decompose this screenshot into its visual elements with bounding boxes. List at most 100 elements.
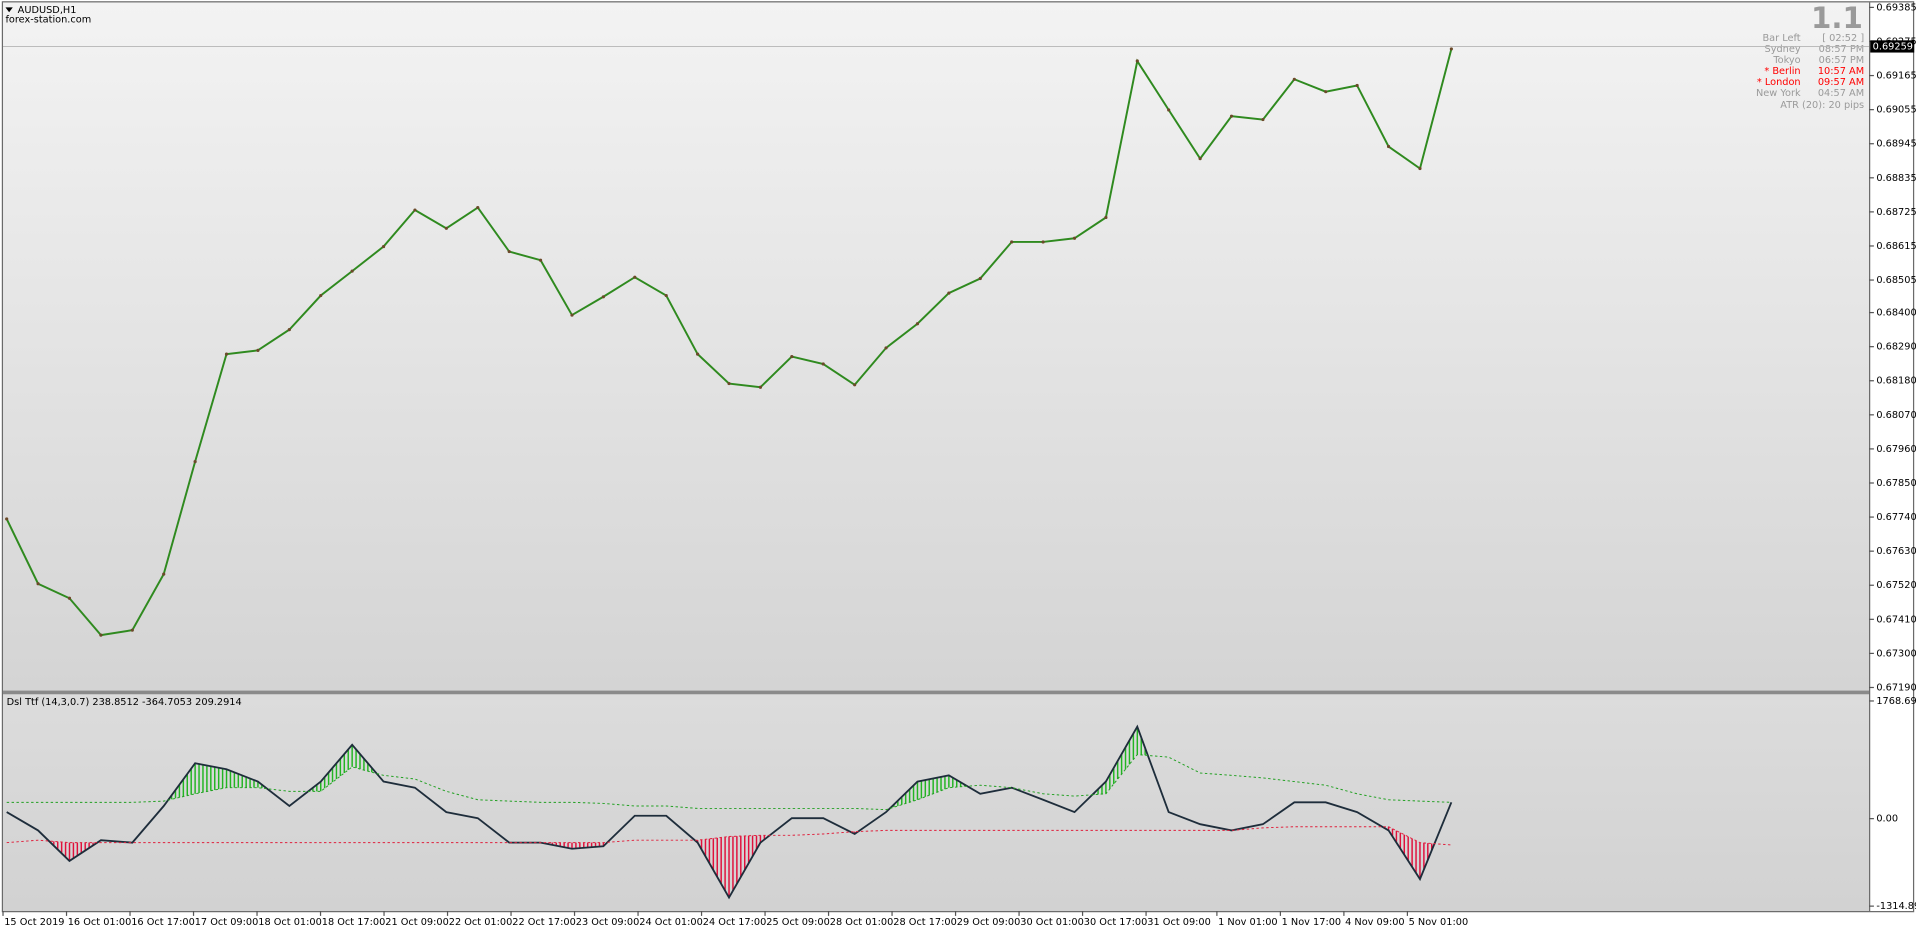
price-point	[570, 313, 574, 317]
time-label: 18 Oct 17:00	[322, 917, 386, 928]
info-label: Tokyo	[1772, 55, 1800, 66]
time-label: 24 Oct 17:00	[703, 917, 767, 928]
indicator-tick-label: 1768.6997	[1876, 696, 1916, 707]
price-point	[727, 381, 731, 386]
time-label: 23 Oct 09:00	[576, 917, 640, 928]
indicator-tick-label: 0.00	[1876, 814, 1898, 825]
price-point	[130, 628, 134, 632]
price-point	[1010, 240, 1014, 244]
indicator-line	[6, 724, 1453, 900]
time-label: 22 Oct 01:00	[449, 917, 513, 928]
price-point	[1167, 108, 1171, 112]
price-tick-label: 0.68945	[1876, 139, 1916, 150]
price-point	[1135, 59, 1139, 63]
price-point	[1198, 157, 1202, 161]
price-point	[507, 249, 511, 254]
price-point	[884, 346, 888, 350]
price-tick-label: 0.68505	[1876, 275, 1916, 286]
price-point	[162, 572, 166, 576]
price-point	[67, 596, 72, 600]
price-point	[1355, 83, 1359, 88]
time-label: 30 Oct 01:00	[1020, 917, 1084, 928]
time-label: 30 Oct 17:00	[1084, 917, 1148, 928]
price-point	[381, 245, 386, 249]
price-point	[696, 352, 700, 356]
time-label: 28 Oct 01:00	[830, 917, 894, 928]
info-label: New York	[1756, 88, 1801, 99]
price-point	[5, 517, 9, 521]
signal-line	[6, 754, 1452, 811]
price-point	[287, 328, 291, 332]
price-point	[1418, 166, 1422, 171]
signal-line	[6, 826, 1452, 846]
info-label: Bar Left	[1763, 33, 1801, 44]
main-panel	[3, 2, 1870, 692]
menu-triangle[interactable]	[5, 7, 13, 13]
price-point	[1072, 236, 1077, 240]
price-point	[350, 269, 354, 273]
time-label: 17 Oct 09:00	[195, 917, 259, 928]
info-value: [ 02:52 ]	[1822, 33, 1864, 44]
price-tick-label: 0.68835	[1876, 173, 1916, 184]
price-point	[821, 362, 825, 366]
info-label: Sydney	[1765, 44, 1801, 55]
price-tick-label: 0.68400	[1876, 308, 1916, 319]
price-point	[476, 205, 480, 210]
symbol: AUDUSD,H1	[18, 5, 77, 16]
price-point	[413, 208, 417, 212]
time-label: 4 Nov 09:00	[1345, 917, 1405, 928]
time-label: 1 Nov 17:00	[1282, 917, 1342, 928]
price-tick-label: 0.67520	[1876, 580, 1916, 591]
info-label: * Berlin	[1764, 66, 1800, 77]
price-point	[853, 383, 857, 387]
current-price-label: 0.69259	[1873, 41, 1913, 52]
current-price-box	[1870, 40, 1915, 53]
info-value: 09:57 AM	[1818, 77, 1864, 88]
time-label: 16 Oct 17:00	[131, 917, 195, 928]
indicator-title: Dsl Ttf (14,3,0.7) 238.8512 -364.7053 20…	[7, 697, 242, 708]
price-point	[915, 322, 920, 326]
price-point	[1386, 144, 1391, 149]
time-label: 22 Oct 17:00	[512, 917, 576, 928]
price-tick-label: 0.69055	[1876, 105, 1916, 116]
price-point	[1324, 90, 1328, 94]
indicator-tick-label: -1314.899	[1876, 901, 1916, 912]
time-label: 18 Oct 01:00	[258, 917, 322, 928]
time-label: 29 Oct 09:00	[957, 917, 1021, 928]
price-point	[193, 460, 197, 464]
price-point	[1261, 117, 1265, 122]
frame	[1, 1, 1915, 913]
price-tick-label: 0.69165	[1876, 71, 1916, 82]
price-tick-label: 0.67630	[1876, 546, 1916, 557]
panel-separator[interactable]	[3, 690, 1870, 695]
price-point	[36, 582, 40, 586]
time-label: 25 Oct 09:00	[766, 917, 830, 928]
price-point	[758, 385, 763, 389]
price-tick-label: 0.67740	[1876, 512, 1916, 523]
price-point	[444, 226, 448, 230]
time-label: 5 Nov 01:00	[1409, 917, 1469, 928]
price-tick-label: 0.68070	[1876, 410, 1916, 421]
time-label: 31 Oct 09:00	[1147, 917, 1211, 928]
price-tick-label: 0.68290	[1876, 342, 1916, 353]
info-value: 10:57 AM	[1818, 66, 1864, 77]
price-tick-label: 0.68180	[1876, 376, 1916, 387]
price-point	[319, 293, 323, 298]
version: 1.1	[1811, 1, 1863, 35]
time-label: 24 Oct 01:00	[639, 917, 703, 928]
price-point	[601, 295, 605, 299]
price-tick-label: 0.67190	[1876, 682, 1916, 693]
price-point	[99, 633, 103, 637]
price-point	[1104, 215, 1108, 220]
price-tick-label: 0.68725	[1876, 207, 1916, 218]
price-point	[1041, 240, 1045, 244]
price-tick-label: 0.69385	[1876, 2, 1916, 13]
source: forex-station.com	[5, 15, 91, 26]
atr: ATR (20): 20 pips	[1780, 100, 1864, 111]
price-tick-label: 0.68615	[1876, 241, 1916, 252]
time-label: 16 Oct 01:00	[68, 917, 132, 928]
price-point	[256, 348, 260, 352]
price-tick-label: 0.67300	[1876, 648, 1916, 659]
time-label: 21 Oct 09:00	[385, 917, 449, 928]
